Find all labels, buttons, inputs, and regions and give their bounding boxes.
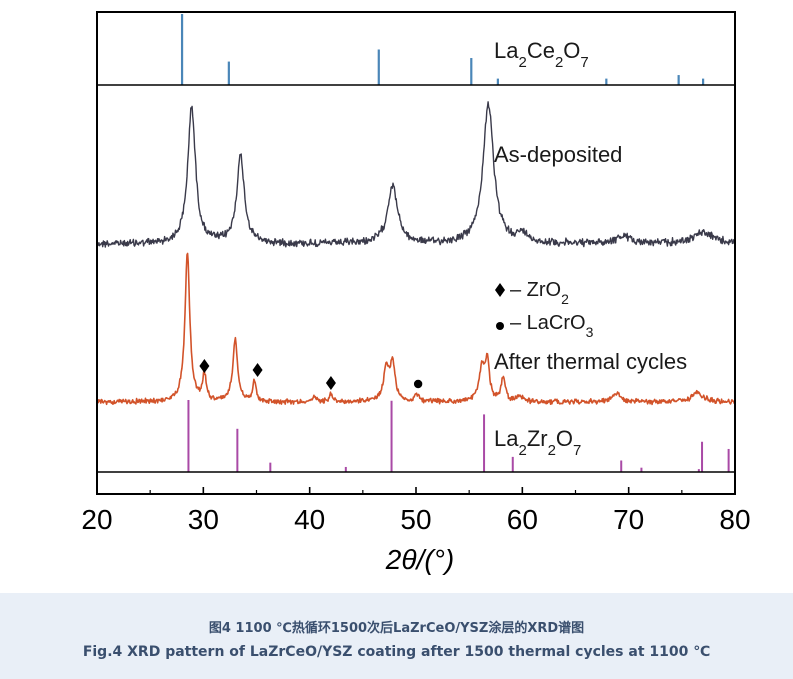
caption-english: Fig.4 XRD pattern of LaZrCeO/YSZ coating… (82, 644, 711, 660)
caption-panel (0, 593, 793, 679)
lacro3-dot-marker (413, 379, 423, 389)
x-tick-label: 20 (81, 504, 112, 535)
zro2-diamond-marker (325, 376, 336, 390)
x-tick-label: 30 (188, 504, 219, 535)
x-tick-label: 70 (613, 504, 644, 535)
after-thermal-cycles-label: After thermal cycles (494, 349, 687, 374)
plot-frame (96, 11, 736, 495)
legend-lacro3-symbol (496, 322, 504, 330)
x-axis: 20 30 40 50 60 70 80 2θ/(°) (81, 487, 751, 575)
x-tick-label: 50 (400, 504, 431, 535)
x-tick-label: 40 (294, 504, 325, 535)
phase-markers (199, 359, 423, 390)
legend-lacro3-label: – LaCrO3 (510, 312, 594, 340)
reference-panel-la2ce2o7 (180, 14, 705, 85)
la2zr2o7-label: La2Zr2O7 (494, 426, 581, 459)
reference-panel-la2zr2o7 (187, 400, 730, 472)
zro2-diamond-marker (252, 363, 263, 377)
legend-zro2-symbol (495, 283, 505, 297)
caption-chinese: 图4 1100 ℃热循环1500次后LaZrCeO/YSZ涂层的XRD谱图 (208, 621, 585, 636)
legend-zro2-label: – ZrO2 (510, 279, 569, 307)
zro2-diamond-marker (199, 359, 210, 373)
pattern-labels: La2Ce2O7 La2Zr2O7 As-deposited After therma… (494, 38, 687, 459)
as-deposited-pattern (96, 101, 736, 248)
xrd-chart: 20 30 40 50 60 70 80 2θ/(°) La2Ce2O7 La2Zr2O7 As-… (81, 11, 751, 575)
after-thermal-cycles-pattern (96, 252, 736, 406)
x-tick-label: 60 (507, 504, 538, 535)
x-axis-title: 2θ/(°) (385, 544, 454, 575)
as-deposited-series-line (96, 101, 736, 248)
as-deposited-label: As-deposited (494, 142, 622, 167)
x-tick-label: 80 (719, 504, 750, 535)
la2ce2o7-label: La2Ce2O7 (494, 38, 589, 71)
after-thermal-series-line (96, 252, 736, 406)
